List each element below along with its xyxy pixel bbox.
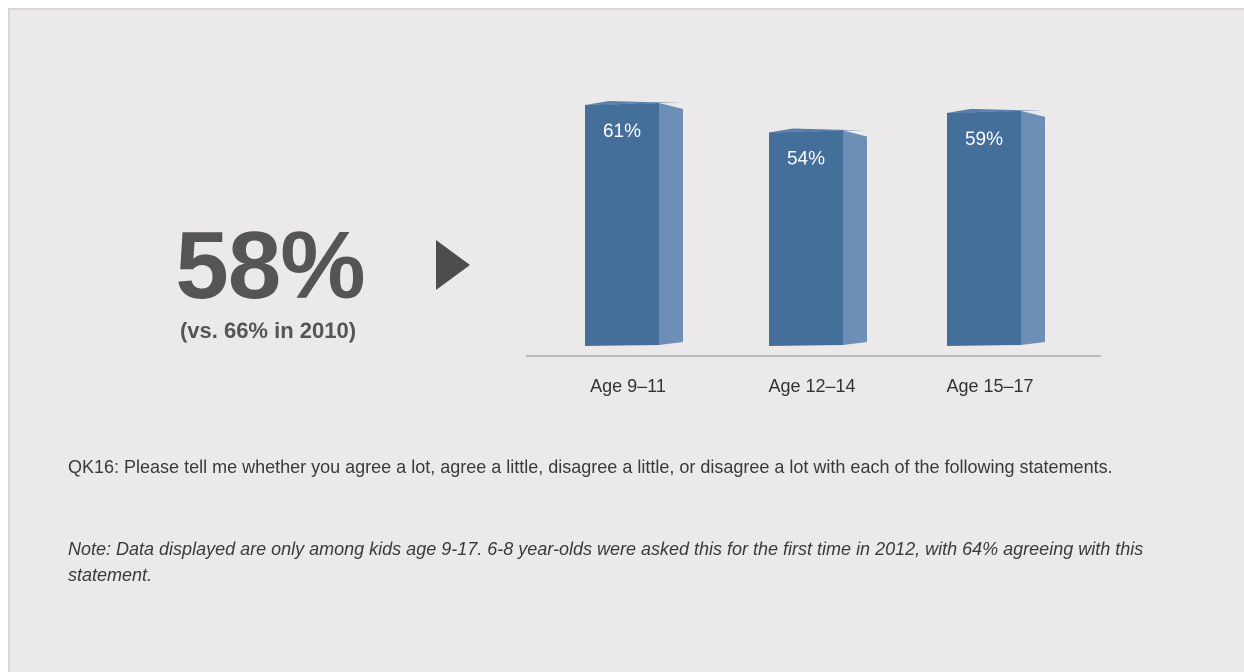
category-label: Age 12–14 xyxy=(768,376,855,396)
bar-top xyxy=(947,108,1045,113)
bar-front xyxy=(769,130,843,346)
category-label: Age 9–11 xyxy=(590,376,666,396)
bar-value-label: 59% xyxy=(965,129,1003,150)
bar-front xyxy=(585,103,659,346)
survey-question: QK16: Please tell me whether you agree a… xyxy=(68,457,1113,477)
bar-value-label: 54% xyxy=(787,149,825,170)
play-arrow-icon xyxy=(436,240,470,290)
bar-top xyxy=(585,101,683,105)
headline-percentage: 58% xyxy=(175,212,365,319)
bar-side xyxy=(659,103,683,345)
survey-note: Note: Data displayed are only among kids… xyxy=(68,539,1144,585)
category-label: Age 15–17 xyxy=(946,376,1033,396)
bar-front xyxy=(947,110,1021,346)
bar-value-label: 61% xyxy=(603,121,641,142)
bar-side xyxy=(843,130,867,345)
bar-top xyxy=(769,128,867,133)
headline-comparison: (vs. 66% in 2010) xyxy=(179,318,357,343)
bar-side xyxy=(1021,110,1045,345)
